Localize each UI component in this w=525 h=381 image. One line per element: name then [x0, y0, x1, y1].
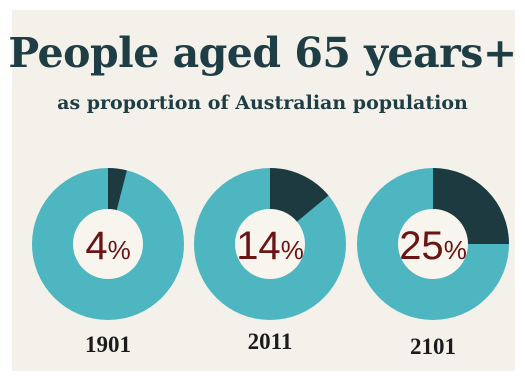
donut-2011: 14% 2011 [194, 168, 346, 354]
percent-label: 25% [399, 224, 467, 268]
donut-2101: 25% 2101 [357, 168, 509, 359]
donut-center [398, 209, 468, 279]
year-label: 1901 [85, 332, 131, 357]
percent-label: 14% [236, 224, 304, 268]
percent-label: 4% [85, 224, 130, 268]
chart-title: People aged 65 years+ [8, 29, 517, 77]
donut-1901: 4% 1901 [32, 168, 184, 357]
year-label: 2011 [248, 329, 293, 354]
chart-subtitle: as proportion of Australian population [57, 92, 468, 114]
donut-center [235, 209, 305, 279]
donut-center [73, 209, 143, 279]
year-label: 2101 [410, 334, 456, 359]
